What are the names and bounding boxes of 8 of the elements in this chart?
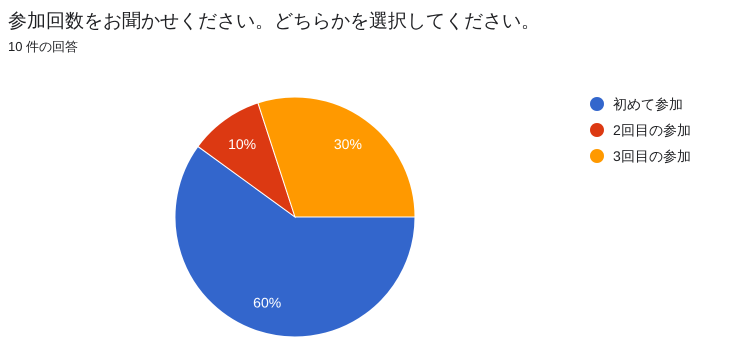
legend-label: 2回目の参加 [613,122,691,138]
legend-label: 3回目の参加 [613,148,691,164]
chart-title: 参加回数をお聞かせください。どちらかを選択してください。 [8,11,540,32]
legend-label: 初めて参加 [613,96,683,112]
data-label: 30% [334,136,362,152]
text: 10 件の回答 [8,39,78,54]
data-label: 60% [253,294,282,311]
data-label: 10% [228,136,256,152]
